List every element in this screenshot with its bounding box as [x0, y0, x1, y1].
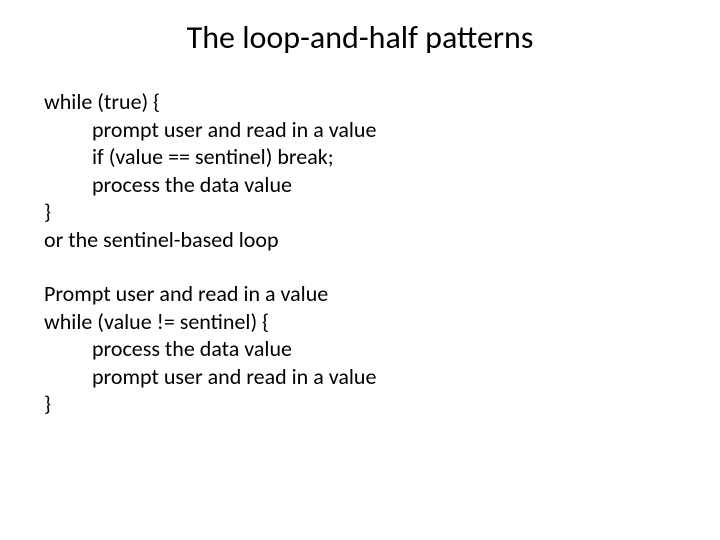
code-line: prompt user and read in a value: [44, 116, 676, 144]
text-line: Prompt user and read in a value: [44, 280, 676, 308]
code-line: process the data value: [44, 171, 676, 199]
slide-body: while (true) { prompt user and read in a…: [44, 88, 676, 418]
slide: The loop-and-half patterns while (true) …: [0, 0, 720, 540]
blank-line: [44, 253, 676, 280]
text-line: or the sentinel-based loop: [44, 226, 676, 254]
code-line: while (value != sentinel) {: [44, 308, 676, 336]
code-line: if (value == sentinel) break;: [44, 143, 676, 171]
code-line: }: [44, 198, 676, 226]
code-line: process the data value: [44, 335, 676, 363]
slide-title: The loop-and-half patterns: [0, 18, 720, 57]
code-line: while (true) {: [44, 88, 676, 116]
code-line: prompt user and read in a value: [44, 363, 676, 391]
code-line: }: [44, 390, 676, 418]
